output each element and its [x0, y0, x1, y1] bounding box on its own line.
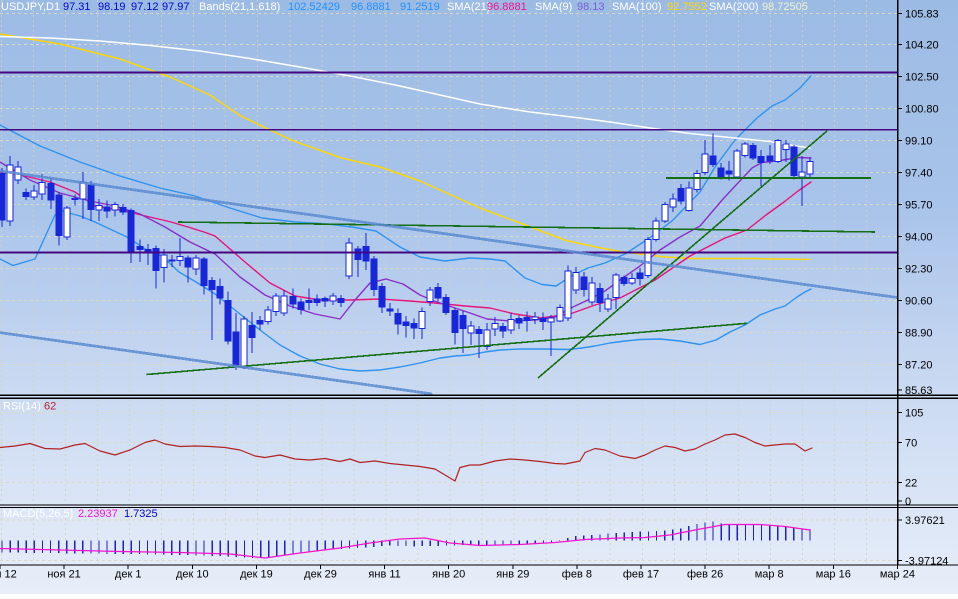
svg-text:янв 29: янв 29 [496, 569, 529, 581]
svg-text:97.12: 97.12 [131, 1, 159, 13]
svg-text:SMA(200): SMA(200) [709, 1, 759, 13]
svg-text:22: 22 [905, 477, 917, 489]
svg-text:96.8881: 96.8881 [351, 1, 391, 13]
svg-text:дек 29: дек 29 [304, 569, 337, 581]
svg-text:янв 11: янв 11 [368, 569, 400, 581]
svg-text:95.70: 95.70 [905, 199, 933, 211]
svg-text:97.40: 97.40 [905, 167, 933, 179]
svg-text:88.90: 88.90 [905, 327, 933, 339]
svg-text:87.20: 87.20 [905, 359, 933, 371]
svg-text:фев 17: фев 17 [623, 569, 659, 581]
svg-text:85.63: 85.63 [905, 385, 933, 397]
svg-text:мар 16: мар 16 [816, 569, 851, 581]
svg-text:мар 8: мар 8 [755, 569, 784, 581]
svg-text:ноя 12: ноя 12 [0, 569, 17, 581]
svg-text:2.23937: 2.23937 [78, 508, 118, 520]
svg-text:94.00: 94.00 [905, 231, 933, 243]
svg-text:98.13: 98.13 [577, 1, 605, 13]
svg-text:97.31: 97.31 [63, 1, 91, 13]
svg-text:102.50: 102.50 [905, 71, 939, 83]
svg-text:SMA(9): SMA(9) [535, 1, 572, 13]
svg-text:1.7325: 1.7325 [124, 508, 158, 520]
svg-text:92.7552: 92.7552 [667, 1, 707, 13]
svg-text:105.83: 105.83 [905, 9, 939, 21]
svg-text:70: 70 [905, 437, 917, 449]
svg-text:104.20: 104.20 [905, 39, 939, 51]
svg-text:SMA(21): SMA(21) [447, 1, 490, 13]
svg-text:фев 8: фев 8 [562, 569, 592, 581]
svg-text:62: 62 [44, 401, 56, 413]
svg-text:USDJPY,D1: USDJPY,D1 [1, 1, 60, 13]
svg-text:91.2519: 91.2519 [400, 1, 440, 13]
svg-text:98.19: 98.19 [98, 1, 126, 13]
svg-text:Bands(21,1.618): Bands(21,1.618) [199, 1, 280, 13]
svg-text:RSI(14): RSI(14) [3, 401, 41, 413]
svg-text:3.97621: 3.97621 [905, 515, 945, 527]
svg-text:SMA(100): SMA(100) [612, 1, 662, 13]
svg-text:мар 24: мар 24 [880, 569, 915, 581]
svg-text:фев 26: фев 26 [687, 569, 723, 581]
svg-text:105: 105 [905, 407, 923, 419]
svg-text:92.30: 92.30 [905, 263, 933, 275]
svg-text:ноя 21: ноя 21 [47, 569, 80, 581]
svg-text:102.52429: 102.52429 [288, 1, 340, 13]
svg-text:0: 0 [905, 496, 911, 508]
svg-text:100.80: 100.80 [905, 103, 939, 115]
svg-text:90.60: 90.60 [905, 295, 933, 307]
svg-text:99.10: 99.10 [905, 135, 933, 147]
svg-text:янв 20: янв 20 [432, 569, 465, 581]
svg-text:MACD(5,26,5): MACD(5,26,5) [3, 508, 73, 520]
svg-text:дек 1: дек 1 [115, 569, 142, 581]
svg-text:-3.97124: -3.97124 [905, 556, 948, 568]
svg-text:дек 19: дек 19 [240, 569, 273, 581]
svg-text:дек 10: дек 10 [176, 569, 209, 581]
svg-text:98.72505: 98.72505 [762, 1, 808, 13]
svg-text:97.97: 97.97 [162, 1, 190, 13]
svg-text:96.8881: 96.8881 [487, 1, 527, 13]
